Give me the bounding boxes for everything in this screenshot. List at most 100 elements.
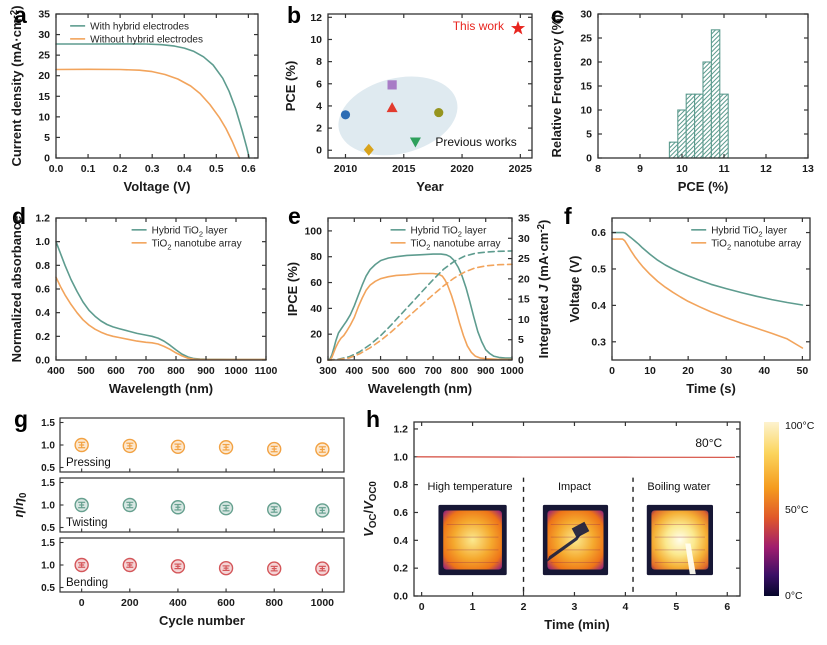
svg-text:0.5: 0.5 — [591, 263, 606, 275]
svg-text:20: 20 — [310, 329, 322, 341]
svg-text:10: 10 — [676, 163, 688, 175]
svg-text:0: 0 — [316, 355, 322, 367]
svg-text:30: 30 — [580, 9, 592, 21]
svg-text:15: 15 — [518, 294, 530, 306]
svg-text:Integrated J (mA·cm-2): Integrated J (mA·cm-2) — [536, 220, 551, 359]
svg-text:80°C: 80°C — [695, 436, 722, 450]
svg-text:50°C: 50°C — [785, 504, 809, 516]
svg-text:Year: Year — [416, 179, 443, 194]
svg-text:0.3: 0.3 — [145, 163, 160, 175]
svg-text:0°C: 0°C — [785, 590, 803, 602]
svg-text:500: 500 — [77, 365, 95, 377]
chart-pce-vs-year: 2010 2015 2020 2025 0 2 4 6 8 10 12 Year PCE (%) This… — [283, 12, 533, 194]
svg-text:0.6: 0.6 — [241, 163, 256, 175]
svg-text:1.5: 1.5 — [41, 418, 55, 429]
svg-text:Previous works: Previous works — [435, 135, 516, 149]
svg-text:Hybrid TiO2 layer: Hybrid TiO2 layer — [152, 225, 229, 238]
svg-text:40: 40 — [758, 365, 770, 377]
svg-text:20: 20 — [518, 273, 530, 285]
svg-text:20: 20 — [580, 57, 592, 69]
svg-text:0.1: 0.1 — [81, 163, 96, 175]
svg-text:1000: 1000 — [311, 597, 335, 609]
svg-text:0: 0 — [44, 153, 50, 165]
svg-text:1.0: 1.0 — [41, 441, 55, 452]
svg-text:Bending: Bending — [66, 577, 108, 589]
chart-jv-curves: 0.0 0.1 0.2 0.3 0.4 0.5 0.6 0 5 10 15 20 25 30 35 Volta… — [9, 5, 259, 194]
panel-label-c: c — [551, 2, 564, 28]
svg-text:20: 20 — [38, 70, 50, 82]
svg-text:200: 200 — [121, 597, 139, 609]
svg-text:1.5: 1.5 — [41, 538, 55, 549]
svg-text:8: 8 — [316, 56, 322, 68]
svg-text:800: 800 — [451, 365, 469, 377]
svg-text:10: 10 — [310, 34, 322, 46]
svg-text:0.2: 0.2 — [113, 163, 128, 175]
svg-text:1.0: 1.0 — [393, 451, 408, 463]
svg-text:0.8: 0.8 — [393, 479, 408, 491]
svg-text:1100: 1100 — [255, 365, 278, 377]
svg-text:25: 25 — [518, 253, 530, 265]
svg-text:1.0: 1.0 — [35, 236, 50, 248]
svg-text:Voltage (V): Voltage (V) — [567, 256, 582, 323]
svg-text:80: 80 — [310, 251, 322, 263]
svg-text:2010: 2010 — [334, 163, 358, 175]
svg-text:8: 8 — [595, 163, 601, 175]
panel-label-a: a — [14, 2, 27, 28]
svg-text:0: 0 — [609, 365, 615, 377]
svg-text:0.5: 0.5 — [41, 583, 55, 594]
svg-text:With hybrid electrodes: With hybrid electrodes — [90, 21, 189, 32]
svg-text:11: 11 — [718, 163, 729, 175]
svg-text:This work: This work — [453, 19, 505, 33]
chart-mechanical-cycling: 0.5 1.0 1.5 Pressing 0.5 1.0 1.5 Twisting 0 200 40… — [11, 417, 345, 628]
svg-text:0.2: 0.2 — [35, 331, 50, 343]
svg-text:0.5: 0.5 — [41, 523, 55, 534]
svg-text:Hybrid TiO2 layer: Hybrid TiO2 layer — [711, 225, 788, 238]
svg-text:10: 10 — [644, 365, 656, 377]
svg-text:5: 5 — [44, 132, 50, 144]
svg-text:800: 800 — [167, 365, 185, 377]
svg-text:TiO2 nanotube array: TiO2 nanotube array — [152, 238, 242, 251]
svg-text:Cycle number: Cycle number — [159, 613, 245, 628]
svg-text:700: 700 — [424, 365, 442, 377]
svg-text:Relative Frequency (%): Relative Frequency (%) — [549, 14, 564, 157]
svg-text:Hybrid TiO2 layer: Hybrid TiO2 layer — [411, 225, 488, 238]
svg-text:6: 6 — [316, 78, 322, 90]
svg-text:12: 12 — [760, 163, 772, 175]
svg-text:Voltage (V): Voltage (V) — [124, 179, 191, 194]
svg-text:6: 6 — [724, 601, 730, 613]
svg-text:15: 15 — [580, 81, 592, 93]
svg-text:0.6: 0.6 — [393, 507, 408, 519]
svg-text:1.2: 1.2 — [393, 423, 408, 435]
svg-text:700: 700 — [137, 365, 155, 377]
svg-text:1.0: 1.0 — [41, 501, 55, 512]
svg-text:Impact: Impact — [558, 481, 591, 493]
svg-text:Normalized absorbance: Normalized absorbance — [9, 216, 24, 363]
svg-text:0.5: 0.5 — [209, 163, 224, 175]
svg-text:TiO2 nanotube array: TiO2 nanotube array — [411, 238, 501, 251]
svg-text:900: 900 — [197, 365, 215, 377]
svg-text:100°C: 100°C — [785, 420, 815, 432]
svg-text:20: 20 — [682, 365, 694, 377]
panel-label-h: h — [366, 406, 381, 432]
svg-text:TiO2 nanotube array: TiO2 nanotube array — [711, 238, 801, 251]
svg-text:10: 10 — [38, 111, 50, 123]
svg-text:4: 4 — [622, 601, 628, 613]
svg-text:2015: 2015 — [392, 163, 416, 175]
svg-text:9: 9 — [637, 163, 643, 175]
svg-text:0.6: 0.6 — [35, 284, 50, 296]
svg-text:400: 400 — [169, 597, 187, 609]
svg-text:0.0: 0.0 — [49, 163, 64, 175]
svg-text:900: 900 — [477, 365, 495, 377]
svg-text:0.4: 0.4 — [393, 535, 408, 547]
svg-text:35: 35 — [518, 213, 530, 225]
svg-text:400: 400 — [47, 365, 65, 377]
svg-text:0.8: 0.8 — [35, 260, 50, 272]
svg-text:500: 500 — [372, 365, 390, 377]
panel-label-b: b — [287, 2, 302, 28]
svg-text:0.5: 0.5 — [41, 463, 55, 474]
svg-text:0.3: 0.3 — [591, 336, 606, 348]
svg-text:800: 800 — [265, 597, 283, 609]
panel-label-e: e — [288, 203, 301, 229]
svg-text:600: 600 — [398, 365, 416, 377]
